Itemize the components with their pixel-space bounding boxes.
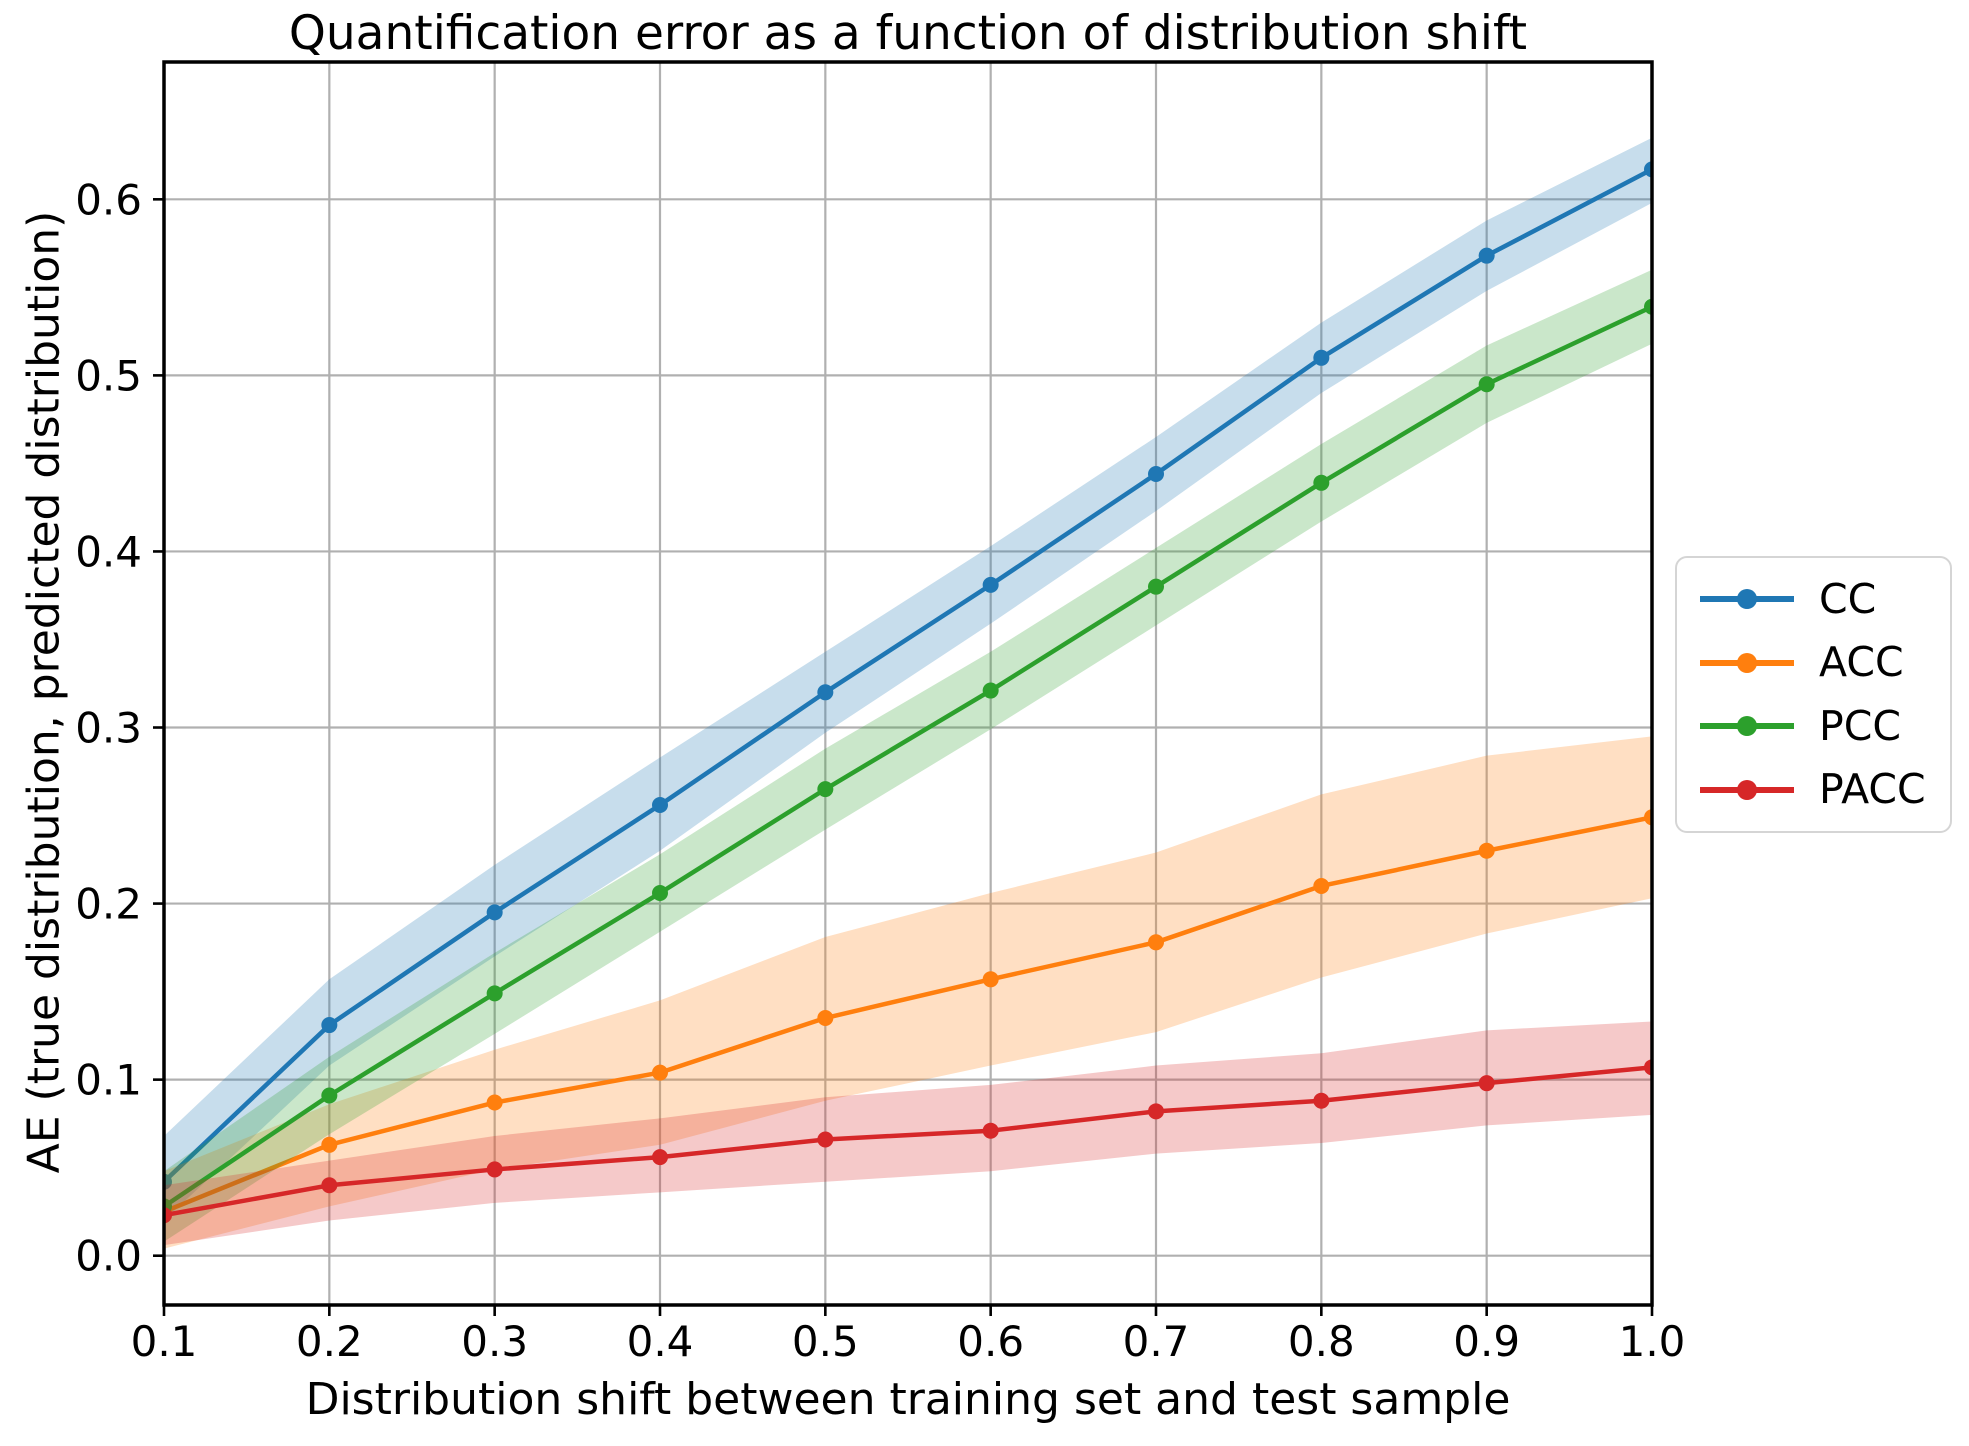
- y-axis-label: AE (true distribution, predicted distrib…: [18, 210, 70, 1174]
- band-ACC: [164, 736, 1652, 1249]
- series-CC: [164, 137, 1652, 1221]
- marker-CC-0.9: [1478, 247, 1495, 264]
- marker-PACC-0.4: [652, 1149, 668, 1166]
- x-tick-label-0.2: 0.2: [296, 1317, 363, 1366]
- legend-label-ACC: ACC: [1819, 638, 1904, 687]
- marker-ACC-0.2: [321, 1136, 338, 1153]
- y-tick-label-0.2: 0.2: [75, 880, 142, 929]
- legend-item-CC: CC: [1697, 574, 1930, 624]
- marker-ACC-0.5: [817, 1010, 834, 1027]
- marker-ACC-0.9: [1478, 842, 1495, 859]
- x-tick-label-0.6: 0.6: [957, 1317, 1024, 1366]
- marker-CC-0.3: [486, 904, 503, 921]
- legend: CC ACC PCC PACC: [1675, 556, 1952, 833]
- x-tick-label-0.3: 0.3: [461, 1317, 528, 1366]
- marker-CC-0.7: [1148, 465, 1164, 482]
- marker-PCC-0.6: [982, 682, 999, 699]
- x-tick-label-0.8: 0.8: [1288, 1317, 1355, 1366]
- marker-PCC-1: [1644, 298, 1652, 315]
- marker-CC-0.8: [1313, 349, 1330, 366]
- marker-PACC-1: [1644, 1059, 1652, 1076]
- x-tick-label-0.9: 0.9: [1453, 1317, 1520, 1366]
- marker-PACC-0.8: [1313, 1092, 1330, 1109]
- legend-label-PACC: PACC: [1819, 765, 1926, 814]
- legend-marker-PACC: [1700, 779, 1794, 800]
- marker-CC-1: [1644, 161, 1652, 178]
- marker-PCC-0.3: [486, 985, 503, 1002]
- marker-PACC-0.1: [164, 1207, 172, 1224]
- legend-marker-ACC: [1700, 652, 1794, 673]
- marker-ACC-1: [1644, 809, 1652, 826]
- marker-PCC-0.2: [321, 1087, 338, 1104]
- legend-marker-PCC: [1700, 716, 1794, 737]
- marker-CC-0.5: [817, 684, 834, 701]
- band-PCC: [164, 269, 1652, 1242]
- legend-item-ACC: ACC: [1697, 638, 1930, 688]
- plot-area: [162, 60, 1654, 1307]
- marker-ACC-0.7: [1148, 934, 1164, 951]
- y-tick-label-0.6: 0.6: [75, 175, 142, 224]
- marker-PACC-0.7: [1148, 1103, 1164, 1120]
- legend-marker-CC: [1700, 589, 1794, 609]
- y-tick-label-0.0: 0.0: [75, 1232, 142, 1281]
- line-CC: [164, 167, 1652, 1184]
- marker-PACC-0.6: [982, 1122, 999, 1139]
- x-tick-label-1.0: 1.0: [1619, 1317, 1686, 1366]
- line-PCC: [164, 304, 1652, 1209]
- marker-PACC-0.3: [486, 1161, 503, 1178]
- marker-PCC-0.5: [817, 781, 834, 798]
- marker-PCC-0.7: [1148, 578, 1164, 595]
- marker-CC-0.4: [652, 796, 668, 813]
- chart-title: Quantification error as a function of di…: [288, 6, 1528, 61]
- y-tick-label-0.5: 0.5: [75, 351, 142, 400]
- line-PACC: [164, 1065, 1652, 1218]
- marker-PACC-0.5: [817, 1131, 834, 1148]
- x-tick-label-0.1: 0.1: [131, 1317, 198, 1366]
- line-ACC: [164, 815, 1652, 1214]
- marker-CC-0.2: [321, 1017, 338, 1034]
- series-ACC: [164, 736, 1652, 1249]
- y-tick-label-0.3: 0.3: [75, 704, 142, 753]
- y-tick-label-0.1: 0.1: [75, 1056, 142, 1105]
- y-tick-label-0.4: 0.4: [75, 527, 142, 576]
- marker-ACC-0.6: [982, 971, 999, 988]
- marker-PCC-0.4: [652, 885, 668, 902]
- legend-item-PCC: PCC: [1697, 701, 1930, 751]
- legend-label-CC: CC: [1819, 574, 1877, 623]
- marker-PACC-0.9: [1478, 1075, 1495, 1092]
- marker-ACC-0.8: [1313, 877, 1330, 894]
- band-CC: [164, 137, 1652, 1221]
- x-tick-label-0.4: 0.4: [627, 1317, 694, 1366]
- marker-PCC-0.8: [1313, 474, 1330, 491]
- x-axis-label: Distribution shift between training set …: [305, 1374, 1511, 1425]
- series-PACC: [164, 1021, 1652, 1246]
- x-tick-label-0.5: 0.5: [792, 1317, 859, 1366]
- marker-CC-0.1: [164, 1173, 172, 1190]
- marker-CC-0.6: [982, 576, 999, 593]
- marker-ACC-0.3: [486, 1094, 503, 1111]
- marker-ACC-0.4: [652, 1064, 668, 1081]
- legend-item-PACC: PACC: [1697, 765, 1930, 815]
- legend-label-PCC: PCC: [1819, 701, 1901, 750]
- x-tick-label-0.7: 0.7: [1123, 1317, 1190, 1366]
- marker-PCC-0.9: [1478, 376, 1495, 393]
- axis-ticks: [153, 198, 1654, 1316]
- marker-PACC-0.2: [321, 1177, 338, 1194]
